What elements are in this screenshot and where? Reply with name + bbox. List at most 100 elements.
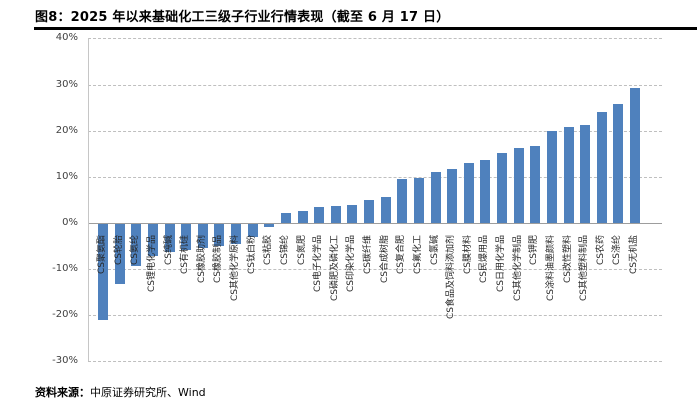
- bar-category-label-text: CS有机硅: [180, 235, 190, 274]
- bar-category-label: CS钛白粉: [247, 227, 259, 274]
- bar-category-label: CS氯碱: [430, 227, 442, 265]
- bar: [580, 125, 590, 223]
- bar-category-label: CS磷肥及磷化工: [330, 227, 342, 301]
- bar: [464, 163, 474, 223]
- bar: [314, 207, 324, 223]
- bar-category-label-text: CS碳纤维: [363, 235, 373, 274]
- bar: [264, 224, 274, 227]
- y-axis-tick-label: -10%: [52, 263, 78, 275]
- bar: [431, 172, 441, 223]
- bar-category-label-text: CS锦纶: [280, 235, 290, 265]
- bar-category-label: CS纯碱: [164, 227, 176, 265]
- bar-category-label-text: CS橡胶制品: [213, 235, 223, 283]
- zero-gridline: [88, 223, 662, 224]
- bar-category-label-text: CS氨纶: [130, 235, 140, 265]
- bar-category-label: CS碳纤维: [363, 227, 375, 274]
- bar: [547, 131, 557, 223]
- bar-category-label-text: CS其他塑料制品: [579, 235, 589, 301]
- bar-category-label: CS其他化学原料: [230, 227, 242, 301]
- gridline: [88, 315, 662, 317]
- bar-category-label-text: CS纯碱: [164, 235, 174, 265]
- bar: [347, 205, 357, 223]
- bar: [231, 224, 241, 244]
- bar: [613, 104, 623, 223]
- bar-category-label-text: CS磷肥及磷化工: [330, 235, 340, 301]
- bar: [447, 169, 457, 223]
- y-axis-tick-label: 10%: [55, 170, 78, 182]
- bar: [597, 112, 607, 223]
- bar: [381, 197, 391, 223]
- bar-category-label-text: CS氮肥: [297, 235, 307, 265]
- bar-category-label-text: CS其他化学制品: [513, 235, 523, 301]
- bar: [98, 224, 108, 320]
- bar: [148, 224, 158, 256]
- bar-category-label-text: CS轮胎: [114, 235, 124, 265]
- bar-category-label: CS聚氨酯: [97, 227, 109, 274]
- bar-category-label: CS涂料油墨颜料: [546, 227, 558, 301]
- bar-category-label-text: CS改性塑料: [563, 235, 573, 283]
- bar-category-label-text: CS氯碱: [430, 235, 440, 265]
- bar-category-label-text: CS涤纶: [612, 235, 622, 265]
- bar-category-label: CS锦纶: [280, 227, 292, 265]
- bar: [298, 211, 308, 223]
- bar-category-label-text: CS日用化学品: [496, 235, 506, 292]
- y-axis-tick-label: 0%: [62, 217, 78, 228]
- bar-category-label: CS其他化学制品: [513, 227, 525, 301]
- bar-category-label: CS其他塑料制品: [579, 227, 591, 301]
- bar-category-label: CS食品及饲料添加剂: [446, 227, 458, 319]
- bar-category-label-text: CS涂料油墨颜料: [546, 235, 556, 301]
- bar-category-label: CS无机盐: [629, 227, 641, 274]
- bar-category-label-text: CS合成树脂: [380, 235, 390, 283]
- bar: [530, 146, 540, 223]
- title-divider: [34, 27, 697, 30]
- gridline: [88, 130, 662, 132]
- bar: [214, 224, 224, 246]
- bar-category-label: CS氟化工: [413, 227, 425, 274]
- y-axis-tick-label: 40%: [55, 32, 78, 44]
- bar-category-label: CS日用化学品: [496, 227, 508, 292]
- bar-category-label-text: CS橡胶助剂: [197, 235, 207, 283]
- bar: [364, 200, 374, 223]
- bar-category-label: CS锂电化学品: [147, 227, 159, 292]
- bar: [165, 224, 175, 252]
- bar: [480, 160, 490, 223]
- bar: [248, 224, 258, 237]
- bar-category-label: CS涤纶: [612, 227, 624, 265]
- bar-category-label: CS复合肥: [396, 227, 408, 274]
- bar-category-label: CS电子化学品: [313, 227, 325, 292]
- bar-category-label: CS改性塑料: [563, 227, 575, 283]
- bar: [131, 224, 141, 266]
- gridline: [88, 38, 662, 40]
- bar: [414, 178, 424, 223]
- bar-category-label-text: CS氟化工: [413, 235, 423, 274]
- bar-category-label-text: CS聚氨酯: [97, 235, 107, 274]
- bar: [564, 127, 574, 223]
- bar-category-label-text: CS钾肥: [529, 235, 539, 265]
- bar: [115, 224, 125, 284]
- bar-category-label-text: CS锂电化学品: [147, 235, 157, 292]
- figure-title: 图8：2025 年以来基础化工三级子行业行情表现（截至 6 月 17 日）: [35, 10, 450, 25]
- bar: [181, 224, 191, 250]
- bar-category-label-text: CS粘胶: [263, 235, 273, 265]
- bar-category-label-text: CS民爆用品: [479, 235, 489, 283]
- bar-category-label-text: CS膜材料: [463, 235, 473, 274]
- y-axis-tick-label: -20%: [52, 309, 78, 321]
- bar-category-label: CS钾肥: [529, 227, 541, 265]
- bar-category-label: CS轮胎: [114, 227, 126, 265]
- source-note: 资料来源：中原证券研究所、Wind: [35, 384, 206, 400]
- gridline: [88, 176, 662, 178]
- y-axis-tick-label: 20%: [55, 124, 78, 136]
- bar-category-label-text: CS食品及饲料添加剂: [446, 235, 456, 319]
- bar-category-label: CS农药: [596, 227, 608, 265]
- bar-category-label: CS氨纶: [130, 227, 142, 265]
- gridline: [88, 269, 662, 271]
- gridline: [88, 361, 662, 363]
- bar-category-label: CS橡胶制品: [213, 227, 225, 283]
- bar-category-label: CS膜材料: [463, 227, 475, 274]
- bar: [281, 213, 291, 223]
- bar: [497, 153, 507, 223]
- y-axis-tick-label: -30%: [52, 355, 78, 367]
- bar-category-label: CS有机硅: [180, 227, 192, 274]
